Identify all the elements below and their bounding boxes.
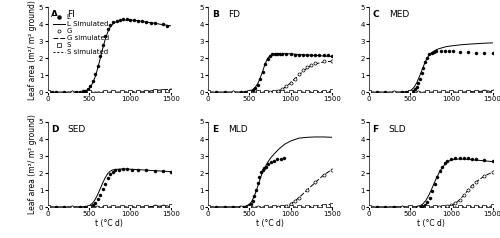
Text: FI: FI [68,10,75,19]
Text: A: A [51,10,58,19]
X-axis label: t (°C d): t (°C d) [256,219,284,228]
Text: E: E [212,124,218,134]
Y-axis label: Leaf area (m²/ m² ground): Leaf area (m²/ m² ground) [28,0,38,100]
Text: D: D [51,124,59,134]
Text: MED: MED [388,10,409,19]
X-axis label: t (°C d): t (°C d) [417,219,444,228]
Legend: L, L Simulated, G, G simulated, S, S simulated: L, L Simulated, G, G simulated, S, S sim… [54,14,109,55]
Text: SLD: SLD [388,124,406,134]
Text: FD: FD [228,10,240,19]
Text: F: F [372,124,378,134]
Text: B: B [212,10,219,19]
Text: C: C [372,10,379,19]
Text: MLD: MLD [228,124,248,134]
Y-axis label: Leaf area (m²/ m² ground): Leaf area (m²/ m² ground) [28,114,38,214]
X-axis label: t (°C d): t (°C d) [96,219,123,228]
Text: SED: SED [68,124,86,134]
